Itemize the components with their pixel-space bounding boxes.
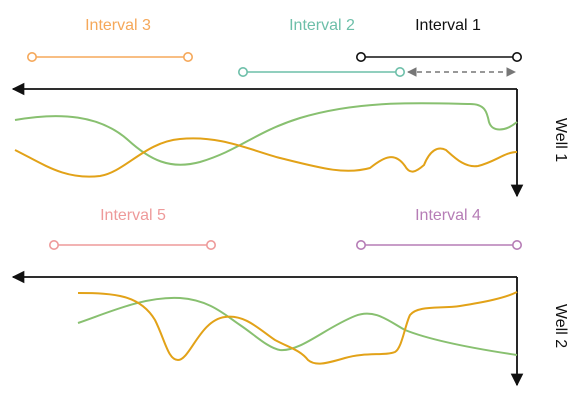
well-1-green-log-curve (14, 102, 518, 166)
interval-4-label: Interval 4 (415, 207, 481, 224)
interval-5-label: Interval 5 (100, 207, 166, 224)
interval-3-bar (26, 51, 194, 62)
interval-3-label: Interval 3 (85, 17, 151, 34)
interval-2-label: Interval 2 (289, 17, 355, 34)
well-2-label: Well 2 (552, 304, 569, 348)
interval-2-bar (238, 67, 405, 78)
interval-4-bar (355, 240, 522, 251)
well-1-label: Well 1 (552, 118, 569, 162)
well-1-orange-log-curve (14, 137, 518, 178)
well-1-group: Interval 3 Interval 2 Interval 1 (11, 17, 569, 198)
well-2-orange-log-curve (77, 291, 518, 365)
well-2-green-log-curve (77, 296, 518, 356)
well-2-group: Interval 5 Interval 4 Well 2 (11, 207, 569, 387)
interval-1-bar (355, 51, 522, 62)
interval-1-label: Interval 1 (415, 17, 481, 34)
interval-5-bar (48, 240, 217, 251)
